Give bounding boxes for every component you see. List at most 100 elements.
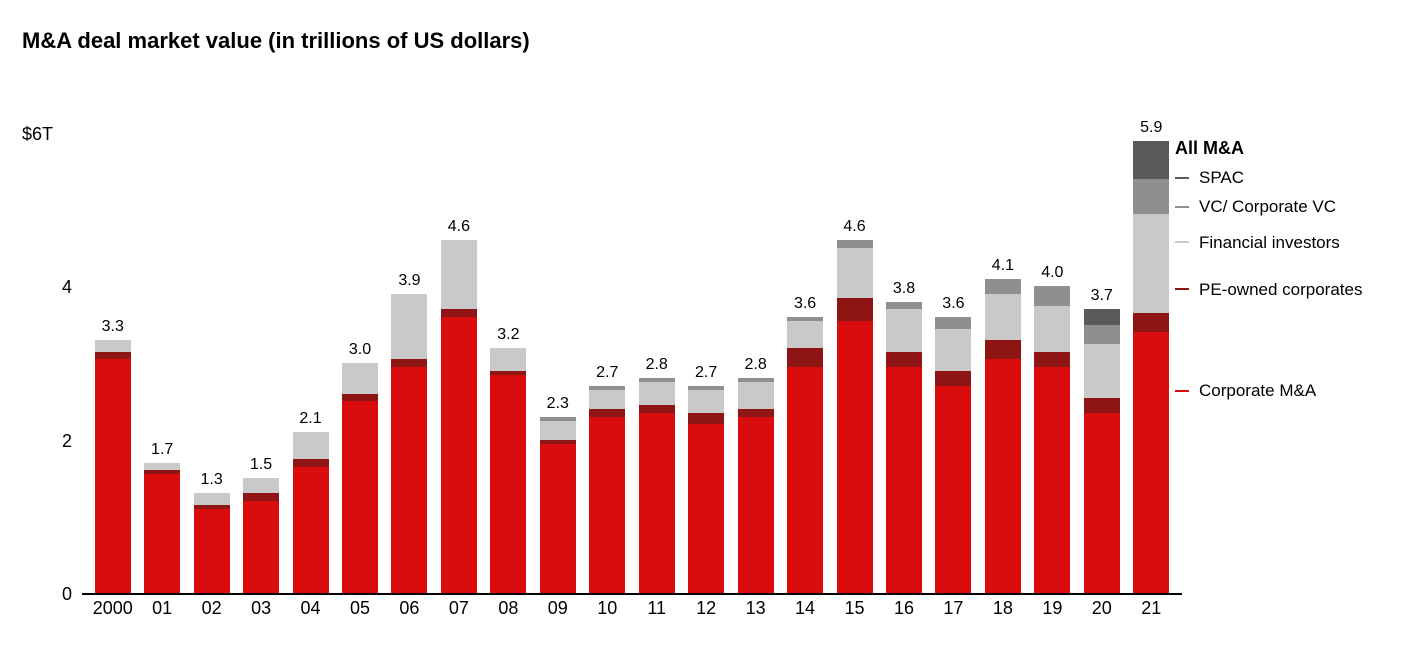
bar-group: 3.7 bbox=[1077, 135, 1126, 593]
x-tick-label: 15 bbox=[830, 598, 879, 619]
legend-swatch bbox=[1175, 241, 1189, 243]
bar-group: 3.8 bbox=[879, 135, 928, 593]
bar-total-label: 3.6 bbox=[928, 295, 978, 313]
x-tick-label: 01 bbox=[137, 598, 186, 619]
bar-segment-pe_owned bbox=[243, 493, 279, 501]
x-tick-label: 2000 bbox=[88, 598, 137, 619]
bar-segment-corporate_ma bbox=[391, 367, 427, 593]
bar-total-label: 1.7 bbox=[137, 441, 187, 459]
bar-total-label: 3.9 bbox=[384, 272, 434, 290]
bar-group: 2.3 bbox=[533, 135, 582, 593]
bar-segment-financial_investors bbox=[935, 329, 971, 371]
bar-group: 3.2 bbox=[484, 135, 533, 593]
bar-group: 3.6 bbox=[780, 135, 829, 593]
bar-segment-financial_investors bbox=[837, 248, 873, 298]
chart-area: 024$6T 3.31.71.31.52.13.03.94.63.22.32.7… bbox=[22, 135, 1192, 625]
bar-total-label: 1.5 bbox=[236, 456, 286, 474]
bar-stack bbox=[985, 279, 1021, 593]
bar-total-label: 3.8 bbox=[879, 280, 929, 298]
x-tick-label: 02 bbox=[187, 598, 236, 619]
bar-segment-corporate_ma bbox=[243, 501, 279, 593]
bar-group: 5.9 bbox=[1127, 135, 1176, 593]
bar-segment-financial_investors bbox=[441, 240, 477, 309]
legend-swatch bbox=[1175, 206, 1189, 208]
bar-total-label: 4.1 bbox=[978, 257, 1028, 275]
bar-stack bbox=[1034, 286, 1070, 593]
bar-segment-pe_owned bbox=[837, 298, 873, 321]
y-tick-label: 2 bbox=[62, 431, 72, 452]
bar-segment-pe_owned bbox=[589, 409, 625, 417]
bar-segment-corporate_ma bbox=[1133, 332, 1169, 593]
bar-stack bbox=[1084, 309, 1120, 593]
bar-segment-corporate_ma bbox=[738, 417, 774, 593]
bar-segment-financial_investors bbox=[490, 348, 526, 371]
bar-segment-vc_corporate_vc bbox=[837, 240, 873, 248]
bar-segment-pe_owned bbox=[935, 371, 971, 386]
x-tick-label: 09 bbox=[533, 598, 582, 619]
bar-stack bbox=[95, 340, 131, 593]
legend-item-corporate_ma: Corporate M&A bbox=[1175, 380, 1371, 401]
bar-stack bbox=[441, 240, 477, 593]
bar-segment-financial_investors bbox=[1133, 214, 1169, 314]
bar-group: 2.8 bbox=[731, 135, 780, 593]
plot-area: 3.31.71.31.52.13.03.94.63.22.32.72.82.72… bbox=[82, 135, 1182, 595]
bar-group: 4.0 bbox=[1028, 135, 1077, 593]
bar-segment-pe_owned bbox=[391, 359, 427, 367]
bar-segment-vc_corporate_vc bbox=[985, 279, 1021, 294]
bar-total-label: 5.9 bbox=[1126, 119, 1176, 137]
bar-total-label: 3.3 bbox=[88, 318, 138, 336]
legend-swatch bbox=[1175, 177, 1189, 179]
bar-stack bbox=[1133, 141, 1169, 593]
bar-segment-pe_owned bbox=[95, 352, 131, 360]
legend: All M&ASPACVC/ Corporate VCFinancial inv… bbox=[1175, 138, 1371, 407]
bar-segment-financial_investors bbox=[293, 432, 329, 459]
legend-swatch bbox=[1175, 390, 1189, 392]
bar-segment-financial_investors bbox=[342, 363, 378, 394]
bar-segment-vc_corporate_vc bbox=[1034, 286, 1070, 305]
x-tick-label: 18 bbox=[978, 598, 1027, 619]
legend-title: All M&A bbox=[1175, 138, 1371, 159]
bar-total-label: 2.3 bbox=[533, 395, 583, 413]
x-tick-label: 05 bbox=[335, 598, 384, 619]
bar-total-label: 3.0 bbox=[335, 341, 385, 359]
bar-segment-pe_owned bbox=[441, 309, 477, 317]
bar-segment-financial_investors bbox=[787, 321, 823, 348]
x-tick-label: 12 bbox=[681, 598, 730, 619]
bar-group: 4.6 bbox=[830, 135, 879, 593]
legend-label: PE-owned corporates bbox=[1199, 279, 1362, 300]
bar-group: 4.6 bbox=[434, 135, 483, 593]
bar-segment-pe_owned bbox=[342, 394, 378, 402]
y-tick-label: 0 bbox=[62, 584, 72, 605]
legend-label: VC/ Corporate VC bbox=[1199, 196, 1336, 217]
x-tick-label: 03 bbox=[236, 598, 285, 619]
bar-stack bbox=[243, 478, 279, 593]
bar-segment-corporate_ma bbox=[935, 386, 971, 593]
bar-segment-financial_investors bbox=[1084, 344, 1120, 398]
bar-segment-corporate_ma bbox=[787, 367, 823, 593]
legend-item-financial_investors: Financial investors bbox=[1175, 232, 1371, 253]
bar-stack bbox=[391, 294, 427, 593]
bar-segment-corporate_ma bbox=[342, 401, 378, 593]
bar-segment-corporate_ma bbox=[589, 417, 625, 593]
bar-group: 1.5 bbox=[236, 135, 285, 593]
bar-stack bbox=[194, 493, 230, 593]
bar-total-label: 2.1 bbox=[286, 410, 336, 428]
bar-segment-corporate_ma bbox=[886, 367, 922, 593]
x-tick-label: 10 bbox=[583, 598, 632, 619]
legend-swatch bbox=[1175, 288, 1189, 290]
bar-segment-pe_owned bbox=[738, 409, 774, 417]
bar-group: 2.1 bbox=[286, 135, 335, 593]
x-tick-label: 08 bbox=[484, 598, 533, 619]
bar-segment-financial_investors bbox=[886, 309, 922, 351]
bar-stack bbox=[540, 417, 576, 593]
bar-segment-corporate_ma bbox=[1034, 367, 1070, 593]
bar-segment-financial_investors bbox=[589, 390, 625, 409]
bar-stack bbox=[837, 240, 873, 593]
bar-stack bbox=[490, 348, 526, 593]
bar-segment-corporate_ma bbox=[441, 317, 477, 593]
bar-total-label: 3.7 bbox=[1077, 287, 1127, 305]
bar-segment-corporate_ma bbox=[837, 321, 873, 593]
chart-title: M&A deal market value (in trillions of U… bbox=[22, 28, 530, 54]
x-tick-label: 19 bbox=[1028, 598, 1077, 619]
bar-segment-corporate_ma bbox=[490, 375, 526, 594]
